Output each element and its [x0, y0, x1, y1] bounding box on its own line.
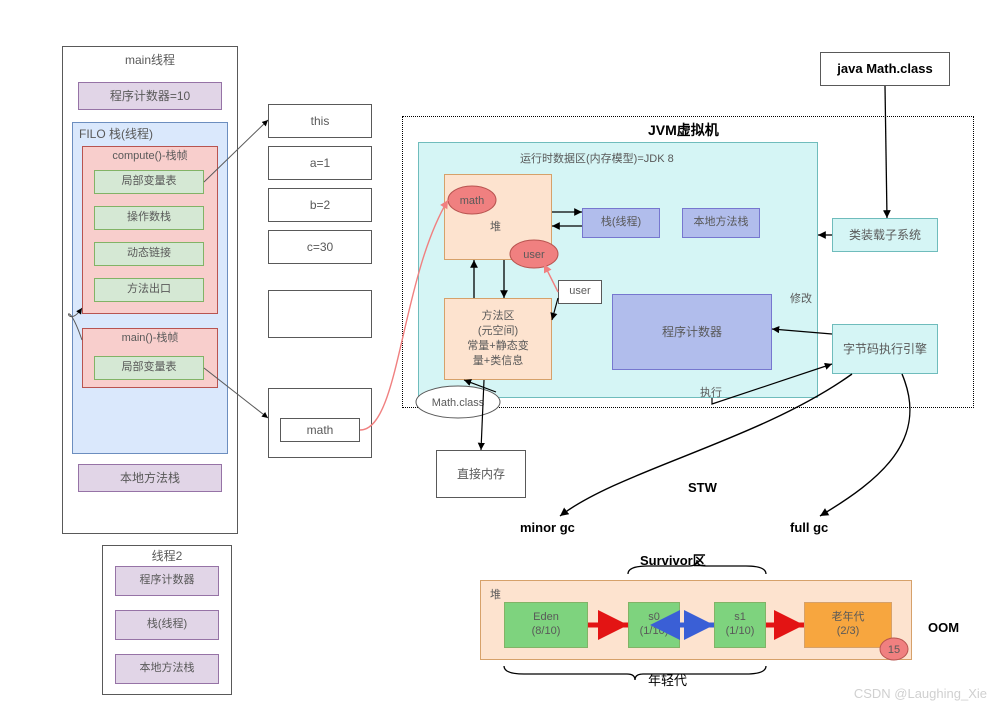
compute-item: 动态链接	[94, 242, 204, 266]
watermark: CSDN @Laughing_Xie	[854, 686, 987, 701]
compute-item: 操作数栈	[94, 206, 204, 230]
main-thread-title: main线程	[63, 53, 237, 68]
empty-box	[268, 290, 372, 338]
heap-panel-title: 堆	[490, 586, 501, 602]
thread2-title: 线程2	[103, 549, 231, 564]
main-frame-item: 局部变量表	[94, 356, 204, 380]
young-gen-label: 年轻代	[648, 670, 687, 689]
jvm-title: JVM虚拟机	[648, 120, 719, 140]
class-loader: 类装载子系统	[832, 218, 938, 252]
bytecode-engine: 字节码执行引擎	[832, 324, 938, 374]
heap-box	[444, 174, 552, 260]
direct-memory: 直接内存	[436, 450, 526, 498]
heap-title: 堆	[490, 218, 501, 234]
eden-box: Eden (8/10)	[504, 602, 588, 648]
thread2-item: 程序计数器	[115, 566, 219, 596]
jvm-stack: 栈(线程)	[582, 208, 660, 238]
thread2-item: 本地方法栈	[115, 654, 219, 684]
stw-label: STW	[688, 480, 717, 495]
stack-cell: a=1	[268, 146, 372, 180]
filo-title: FILO 栈(线程)	[79, 127, 153, 142]
stack-cell: this	[268, 104, 372, 138]
stack-cell: c=30	[268, 230, 372, 264]
s1-box: s1 (1/10)	[714, 602, 766, 648]
math-slot: math	[280, 418, 360, 442]
oom-label: OOM	[928, 620, 959, 635]
jvm-native-stack: 本地方法栈	[682, 208, 760, 238]
s0-box: s0 (1/10)	[628, 602, 680, 648]
main-frame-title: main()-栈帧	[83, 332, 217, 346]
compute-title: compute()-栈帧	[83, 150, 217, 164]
thread2-item: 栈(线程)	[115, 610, 219, 640]
full-gc-label: full gc	[790, 520, 828, 535]
jvm-pc: 程序计数器	[612, 294, 772, 370]
user-box: user	[558, 280, 602, 304]
compute-item: 方法出口	[94, 278, 204, 302]
survivor-label: Survivor区	[640, 550, 706, 569]
minor-gc-label: minor gc	[520, 520, 575, 535]
pc-box: 程序计数器=10	[78, 82, 222, 110]
compute-item: 局部变量表	[94, 170, 204, 194]
java-math-box: java Math.class	[820, 52, 950, 86]
method-area: 方法区 (元空间) 常量+静态变 量+类信息	[444, 298, 552, 380]
stack-cell: b=2	[268, 188, 372, 222]
modify-label: 修改	[790, 290, 812, 306]
native-stack: 本地方法栈	[78, 464, 222, 492]
execute-label: 执行	[700, 384, 722, 400]
runtime-title: 运行时数据区(内存模型)=JDK 8	[520, 150, 674, 166]
old-box: 老年代 (2/3)	[804, 602, 892, 648]
